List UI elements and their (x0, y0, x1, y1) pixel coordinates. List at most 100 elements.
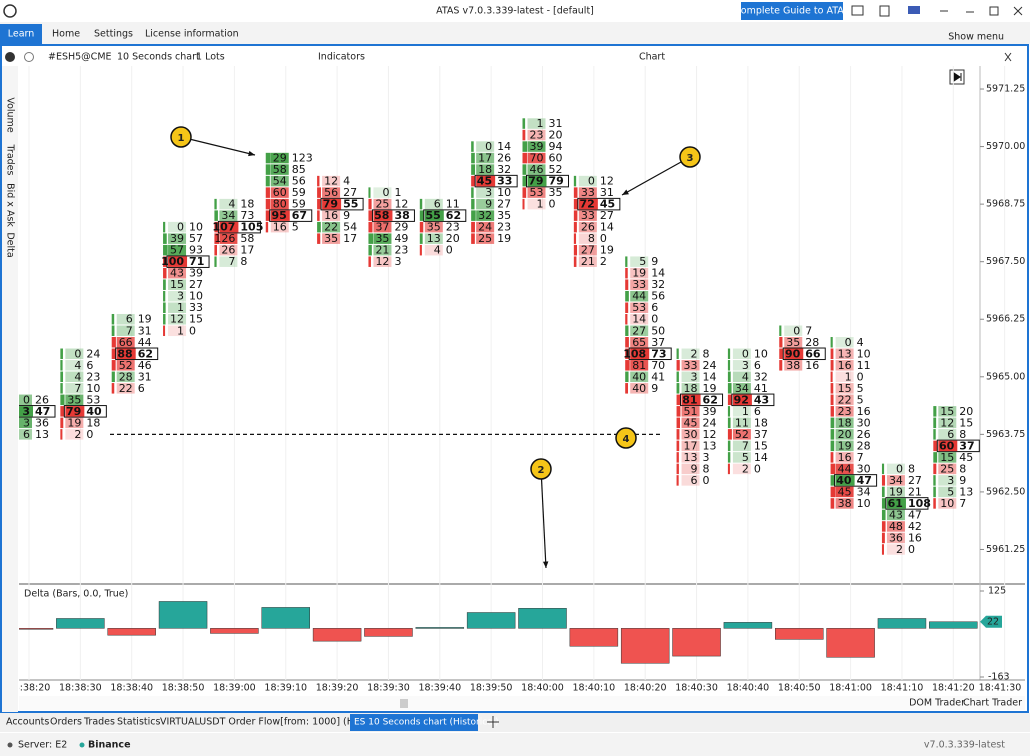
price-label: 5968.75 (986, 199, 1025, 210)
ask-volume: 45 (600, 198, 615, 211)
footprint-cell (476, 187, 495, 198)
ask-volume: 20 (959, 405, 973, 418)
link-icon[interactable] (24, 52, 34, 62)
menu-item[interactable]: Learn (8, 29, 35, 40)
bid-volume: 40 (632, 382, 646, 395)
side-tool[interactable]: Delta (5, 232, 16, 257)
plot-area: 5971.25 5970.00 5968.75 5967.50 5966.25 5965.… (19, 66, 1025, 694)
bid-volume: 15 (170, 278, 184, 291)
volume-profile (573, 210, 578, 221)
side-tool[interactable]: Bid x Ask (5, 183, 16, 227)
volume-profile (881, 532, 885, 544)
bid-volume: 1 (845, 370, 852, 383)
bid-volume: 43 (889, 508, 903, 521)
footprint-cell (373, 244, 392, 256)
close-button[interactable] (1013, 6, 1023, 16)
ask-volume: 6 (754, 405, 761, 418)
ask-volume: 6 (138, 382, 145, 395)
menu-item[interactable]: Settings (94, 29, 133, 40)
footprint-cell (732, 440, 751, 452)
footprint-cell (116, 348, 136, 360)
bid-volume: 35 (324, 232, 338, 245)
side-tool[interactable]: Trades (5, 144, 16, 176)
tab[interactable]: Trades (83, 717, 115, 728)
ask-volume: 36 (35, 416, 49, 429)
exchange: Binance (88, 740, 131, 751)
volume-profile (368, 244, 372, 256)
poc-row (474, 174, 518, 188)
bid-volume: 0 (23, 393, 30, 406)
tab[interactable]: Statistics (117, 717, 160, 728)
volume-profile (676, 440, 680, 452)
ask-volume: 0 (86, 428, 93, 441)
instrument[interactable]: #ESH5@CME (48, 52, 112, 63)
volume-profile (60, 371, 64, 383)
delta-bar (56, 618, 105, 629)
delta-marker (980, 615, 1002, 628)
annotation-number: 1 (178, 133, 185, 144)
snapshot-button[interactable] (851, 5, 864, 16)
volume-profile (265, 210, 271, 221)
scroll-thumb[interactable] (400, 699, 408, 708)
ask-volume: 15 (189, 313, 203, 326)
volume-profile (933, 475, 936, 486)
ask-volume: 10 (86, 382, 100, 395)
ask-volume: 30 (857, 416, 871, 429)
tab[interactable]: Orders (50, 717, 82, 728)
ask-volume: 6 (86, 359, 93, 372)
poc-row (782, 347, 826, 361)
menu-item[interactable]: License information (145, 29, 239, 40)
footprint-cell (322, 221, 341, 233)
chart-trader[interactable]: Chart Trader (963, 698, 1022, 709)
ask-volume: 34 (857, 485, 871, 498)
show-menu[interactable]: Show menu (948, 32, 1004, 43)
volume-profile (830, 486, 836, 498)
footprint-cell (938, 440, 958, 452)
side-tool[interactable]: Volume (5, 97, 16, 132)
active-tab[interactable] (350, 714, 478, 731)
guide-button[interactable] (741, 2, 843, 20)
dom-trader[interactable]: DOM Trader (909, 698, 965, 709)
footprint-cell (681, 463, 700, 475)
menu-bar (0, 22, 1030, 44)
bid-volume: 35 (427, 221, 441, 234)
footprint-cell (938, 406, 957, 417)
lots[interactable]: 1 Lots (196, 52, 225, 63)
footprint-cell (219, 244, 238, 256)
bid-volume: 0 (742, 347, 749, 360)
footprint-cell (168, 256, 188, 267)
ask-volume: 30 (857, 462, 871, 475)
footprint-cell (116, 337, 135, 348)
timeframe[interactable]: 10 Seconds chart (117, 52, 200, 63)
tab[interactable]: ES 10 Seconds chart (Historical) (354, 718, 499, 728)
ask-volume: 0 (549, 198, 556, 211)
tab[interactable]: VIRTUALUSDT Order Flow[from: 1000] (Hist… (160, 717, 395, 728)
poc-row (885, 497, 929, 510)
volume-profile (60, 360, 63, 371)
add-tab[interactable] (487, 716, 499, 728)
bid-volume: 15 (940, 451, 954, 464)
footprint-cell (681, 429, 700, 440)
ask-volume: 13 (959, 485, 973, 498)
time-label: 18:38:30 (59, 683, 102, 694)
menu-item[interactable]: Home (52, 29, 80, 40)
bid-volume: 32 (478, 209, 492, 222)
volume-profile (163, 233, 167, 244)
maximize-button[interactable] (989, 6, 999, 16)
help-button[interactable] (879, 5, 890, 17)
panel-close[interactable] (1004, 52, 1012, 62)
tab[interactable]: Accounts (6, 717, 49, 728)
ask-volume: 93 (189, 244, 203, 257)
ask-volume: 0 (446, 244, 453, 257)
volume-profile (214, 221, 220, 233)
ask-volume: 0 (651, 313, 658, 326)
footprint-cell (219, 198, 238, 210)
ask-volume: 8 (908, 462, 915, 475)
chart-toolbar (2, 47, 1027, 66)
indicators[interactable]: Indicators (318, 52, 365, 63)
footprint-cell (116, 360, 135, 371)
language-button[interactable] (908, 6, 920, 14)
learn-tab[interactable] (0, 24, 42, 44)
footprint-cell (270, 210, 290, 221)
volume-profile (779, 337, 783, 348)
